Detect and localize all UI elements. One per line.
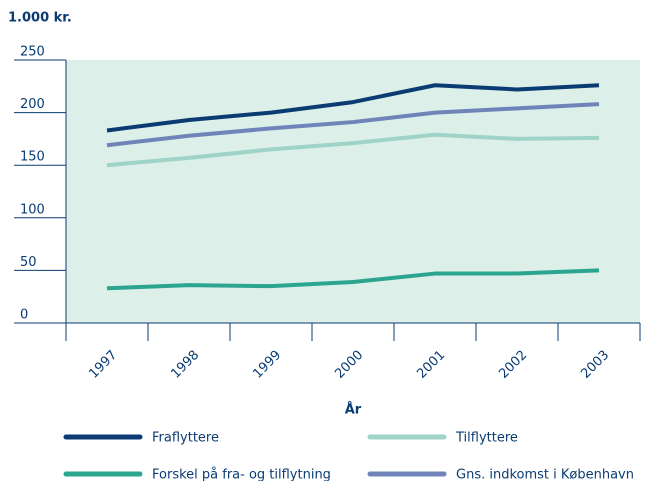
x-tick-label: 2002 bbox=[496, 348, 530, 382]
y-tick-label: 200 bbox=[20, 97, 45, 112]
series-line bbox=[106, 102, 600, 148]
y-tick-label: 100 bbox=[20, 202, 45, 217]
legend-label: Forskel på fra- og tilflytning bbox=[152, 468, 331, 481]
y-tick-label: 150 bbox=[20, 150, 45, 165]
legend-label: Tilflyttere bbox=[455, 431, 518, 446]
legend-label: Gns. indkomst i København bbox=[456, 468, 634, 481]
x-tick-label: 1999 bbox=[250, 348, 284, 382]
y-tick-label: 50 bbox=[20, 255, 37, 270]
x-tick-label: 1997 bbox=[86, 348, 120, 382]
legend-label: Fraflyttere bbox=[152, 431, 219, 446]
y-tick-label: 0 bbox=[20, 308, 28, 323]
x-tick-label: 2003 bbox=[578, 348, 612, 382]
x-tick-label: 1998 bbox=[168, 348, 202, 382]
series-line bbox=[106, 83, 600, 133]
x-tick-label: 2000 bbox=[332, 348, 366, 382]
series-line bbox=[106, 268, 600, 291]
x-axis-label: År bbox=[345, 402, 362, 418]
y-tick-label: 250 bbox=[20, 45, 45, 60]
chart-title: 1.000 kr. bbox=[8, 11, 72, 26]
x-tick-label: 2001 bbox=[414, 348, 448, 382]
series-line bbox=[106, 132, 600, 168]
